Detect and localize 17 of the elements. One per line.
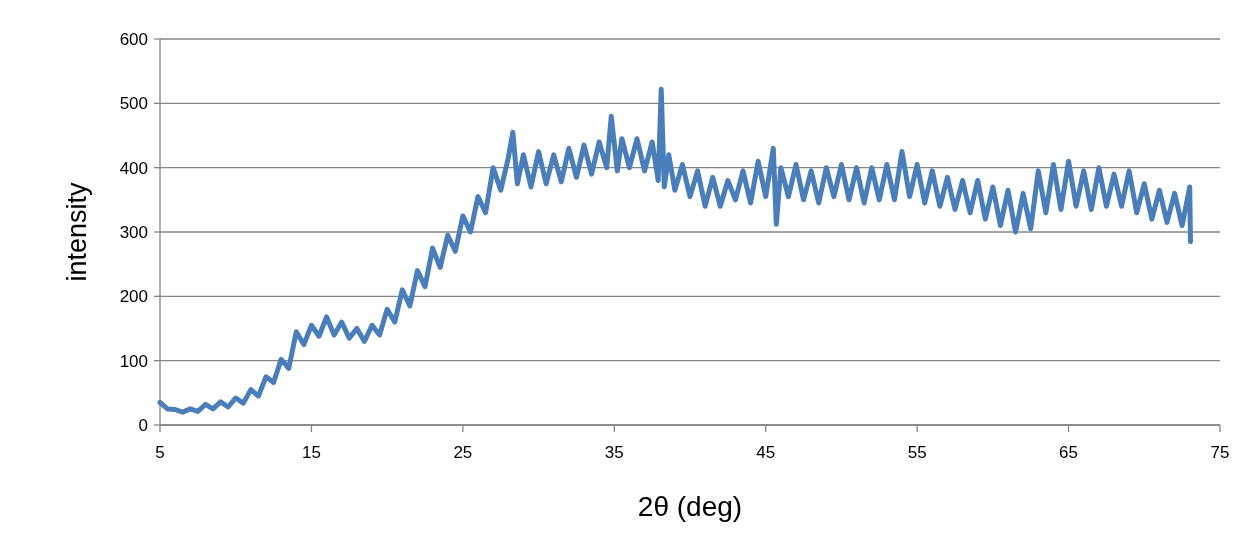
y-tick-label: 500 <box>119 94 148 114</box>
x-tick-label: 5 <box>155 443 165 462</box>
x-tick-label: 25 <box>453 443 473 462</box>
x-tick-label: 65 <box>1059 443 1079 462</box>
x-axis-title: 2θ (deg) <box>637 491 743 522</box>
y-axis-title: intensity <box>62 181 92 282</box>
x-tick-label: 15 <box>301 443 321 462</box>
y-tick-label: 600 <box>119 29 148 49</box>
y-tick-label: 100 <box>119 351 148 371</box>
y-tick-label: 300 <box>119 222 148 242</box>
x-tick-label: 75 <box>1210 443 1230 462</box>
x-tick-label: 45 <box>756 443 776 462</box>
y-tick-label: 200 <box>119 287 148 307</box>
y-tick-label: 400 <box>119 158 148 178</box>
x-tick-label: 35 <box>604 443 624 462</box>
y-tick-label: 0 <box>138 415 148 435</box>
x-tick-label: 55 <box>907 443 927 462</box>
